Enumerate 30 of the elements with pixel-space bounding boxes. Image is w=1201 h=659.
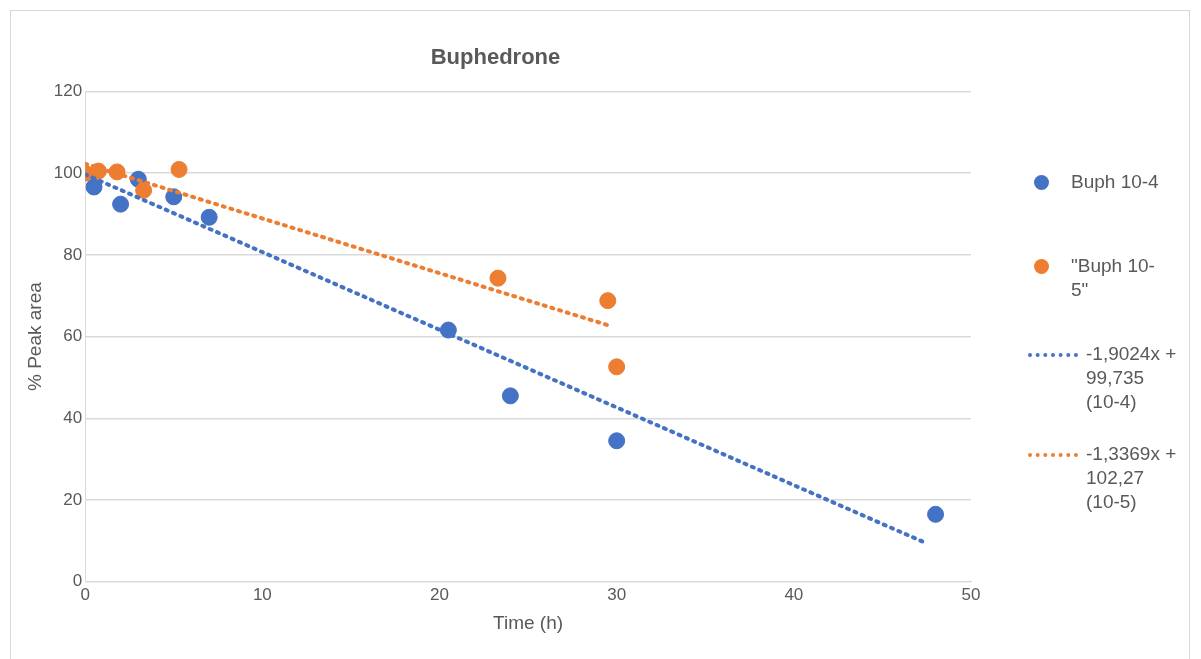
y-tick-label: 20 bbox=[63, 489, 83, 509]
y-axis-title: % Peak area bbox=[23, 281, 45, 391]
y-tick-label: 100 bbox=[53, 162, 83, 182]
point bbox=[927, 505, 945, 523]
y-tick-label: 60 bbox=[63, 326, 83, 346]
legend-label: Buph 10-4 bbox=[1071, 170, 1160, 194]
point bbox=[135, 181, 153, 199]
x-tick-label: 10 bbox=[252, 584, 272, 604]
x-tick-label: 20 bbox=[430, 584, 449, 604]
x-tick-label: 40 bbox=[784, 584, 804, 604]
point bbox=[489, 269, 507, 287]
point bbox=[112, 195, 130, 213]
point bbox=[608, 432, 626, 450]
legend-label: -1,3369x + 102,27 (10-5) bbox=[1086, 442, 1178, 514]
point bbox=[608, 358, 626, 376]
legend-label: -1,9024x + 99,735 (10-4) bbox=[1086, 342, 1178, 414]
y-tick-label: 80 bbox=[63, 244, 83, 264]
legend-label: "Buph 10-5" bbox=[1071, 254, 1156, 302]
point bbox=[200, 208, 218, 226]
y-tick-label: 120 bbox=[53, 81, 83, 101]
point bbox=[599, 292, 617, 310]
y-tick-label: 40 bbox=[63, 408, 83, 428]
point bbox=[170, 160, 188, 178]
point bbox=[85, 178, 103, 196]
chart-title: Buphedrone bbox=[430, 44, 561, 70]
y-tick-label: 0 bbox=[72, 571, 83, 591]
x-tick-label: 50 bbox=[961, 584, 981, 604]
x-axis-title: Time (h) bbox=[493, 611, 564, 633]
x-tick-label: 30 bbox=[607, 584, 627, 604]
point bbox=[501, 387, 519, 405]
